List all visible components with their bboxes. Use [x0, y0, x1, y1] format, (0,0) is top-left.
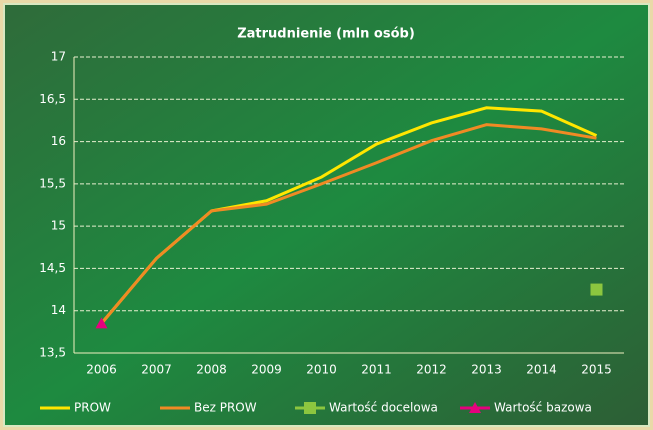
- x-tick-label: 2009: [251, 363, 282, 377]
- x-tick-label: 2008: [196, 363, 227, 377]
- x-tick-label: 2006: [86, 363, 117, 377]
- marker: [590, 283, 603, 296]
- x-tick-label: 2015: [581, 363, 612, 377]
- legend-label: Bez PROW: [194, 401, 257, 415]
- y-tick-label: 16: [51, 134, 66, 148]
- y-tick-label: 14: [51, 303, 66, 317]
- y-tick-label: 13,5: [39, 346, 66, 360]
- y-tick-label: 14,5: [39, 261, 66, 275]
- x-tick-label: 2010: [306, 363, 337, 377]
- legend-marker: [469, 402, 481, 413]
- chart-title: Zatrudnienie (mln osób): [237, 27, 415, 42]
- x-tick-label: 2011: [361, 363, 392, 377]
- line: [100, 123, 597, 325]
- y-tick-label: 16,5: [39, 92, 66, 106]
- marker: [95, 317, 108, 329]
- x-tick-label: 2007: [141, 363, 172, 377]
- y-tick-label: 15: [51, 219, 66, 233]
- y-tick-label: 17: [51, 50, 66, 64]
- legend-label: PROW: [74, 401, 111, 415]
- legend-label: Wartość bazowa: [494, 401, 592, 415]
- x-tick-label: 2012: [416, 363, 447, 377]
- x-tick-label: 2013: [471, 363, 502, 377]
- legend-marker: [304, 402, 316, 414]
- x-tick-label: 2014: [526, 363, 557, 377]
- y-tick-label: 15,5: [39, 176, 66, 190]
- panel: [3, 3, 650, 427]
- legend-label: Wartość docelowa: [329, 401, 438, 415]
